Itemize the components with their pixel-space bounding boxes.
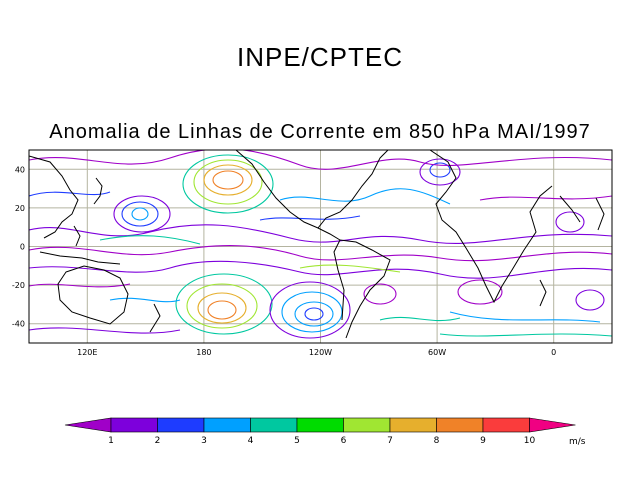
x-tick-label: 180 bbox=[196, 348, 211, 357]
y-tick-label: 20 bbox=[15, 204, 25, 213]
colorbar-label: 1 bbox=[108, 436, 114, 446]
colorbar-label: 6 bbox=[341, 436, 347, 446]
colorbar-label: 5 bbox=[294, 436, 300, 446]
colorbar-box bbox=[436, 417, 484, 433]
streamlines bbox=[29, 150, 612, 339]
colorbar-box bbox=[250, 417, 298, 433]
x-tick-label: 120E bbox=[77, 348, 97, 357]
colorbar-label: 10 bbox=[524, 436, 536, 446]
colorbar-box bbox=[203, 417, 251, 433]
y-tick-label: -40 bbox=[12, 320, 25, 329]
colorbar-box bbox=[296, 417, 344, 433]
colorbar-box bbox=[110, 417, 158, 433]
x-tick-label: 0 bbox=[551, 348, 556, 357]
y-tick-label: 40 bbox=[15, 165, 25, 174]
y-tick-label: -20 bbox=[12, 281, 25, 290]
colorbar-box bbox=[343, 417, 391, 433]
colorbar-lower-triangle bbox=[64, 417, 112, 433]
y-tick-label: 0 bbox=[20, 243, 25, 252]
y-axis-ticks: 40 20 0 -20 -40 bbox=[12, 165, 25, 328]
organization-title: INPE/CPTEC bbox=[236, 42, 404, 72]
colorbar-label: 9 bbox=[480, 436, 486, 446]
colorbar-label: 7 bbox=[387, 436, 393, 446]
map-title: Anomalia de Linhas de Corrente em 850 hP… bbox=[49, 121, 591, 143]
colorbar-label: 3 bbox=[201, 436, 207, 446]
colorbar-unit: m/s bbox=[569, 437, 586, 447]
colorbar-box bbox=[157, 417, 205, 433]
colorbar-label: 4 bbox=[248, 436, 254, 446]
x-axis-ticks: 120E180120W60W060E bbox=[77, 348, 556, 357]
colorbar: 1 2 3 4 5 6 7 8 9 10 bbox=[64, 417, 576, 446]
colorbar-box bbox=[389, 417, 437, 433]
x-tick-label: 60W bbox=[428, 348, 446, 357]
colorbar-label: 8 bbox=[434, 436, 440, 446]
x-tick-label: 120W bbox=[309, 348, 332, 357]
colorbar-upper-triangle bbox=[529, 417, 576, 433]
colorbar-box bbox=[482, 417, 530, 433]
coastlines bbox=[29, 150, 605, 339]
colorbar-label: 2 bbox=[155, 436, 161, 446]
